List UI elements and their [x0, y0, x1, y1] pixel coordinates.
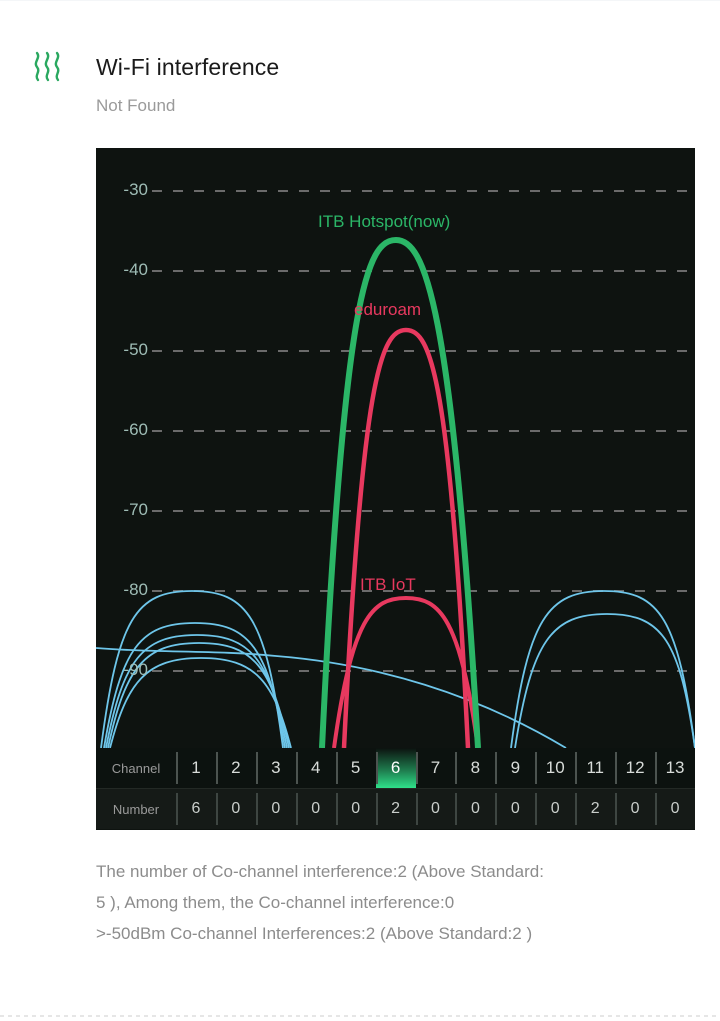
table-row-divider — [96, 788, 695, 789]
series-label-itb-iot: ITB IoT — [360, 575, 416, 594]
wifi-interference-chart[interactable]: -30 -40 -50 -60 -70 -80 -90 ITB Hotspot(… — [96, 148, 695, 830]
number-cell-6: 2 — [375, 789, 416, 829]
number-cell-13: 0 — [655, 789, 695, 829]
y-tick-label: -70 — [123, 500, 148, 519]
y-tick-label: -50 — [123, 340, 148, 359]
channel-cell-10[interactable]: 10 — [535, 748, 575, 788]
header: Wi-Fi interference — [0, 24, 720, 82]
number-cell-4: 0 — [295, 789, 336, 829]
number-cell-8: 0 — [455, 789, 495, 829]
interference-summary: The number of Co-channel interference:2 … — [96, 856, 656, 949]
channel-cell-2[interactable]: 2 — [215, 748, 256, 788]
number-cell-7: 0 — [415, 789, 456, 829]
channel-cell-5[interactable]: 5 — [335, 748, 376, 788]
summary-line-2: 5 ), Among them, the Co-channel interfer… — [96, 893, 455, 912]
channel-cell-9[interactable]: 9 — [495, 748, 535, 788]
bottom-divider — [0, 1015, 720, 1017]
ap-curves-weak-right — [510, 590, 695, 748]
series-label-eduroam: eduroam — [354, 300, 422, 319]
chart-plot-area: -30 -40 -50 -60 -70 -80 -90 ITB Hotspot(… — [96, 148, 695, 748]
status-text: Not Found — [96, 96, 176, 115]
channel-cell-4[interactable]: 4 — [295, 748, 336, 788]
number-cell-1: 6 — [176, 789, 216, 829]
page-title: Wi-Fi interference — [96, 54, 280, 80]
series-curve-eduroam — [341, 327, 471, 748]
table-row-channel: Channel 1 2 3 4 5 6 7 8 9 10 11 12 13 — [96, 748, 695, 788]
row-header-channel: Channel — [111, 760, 161, 776]
row-header-number: Number — [112, 801, 160, 817]
number-cell-2: 0 — [215, 789, 256, 829]
channel-cell-6[interactable]: 6 — [375, 748, 416, 788]
channel-cell-11[interactable]: 11 — [575, 748, 615, 788]
channel-cell-1[interactable]: 1 — [176, 748, 216, 788]
chart-svg — [96, 190, 695, 748]
gridlines — [152, 190, 695, 672]
y-tick-label: -80 — [123, 580, 148, 599]
number-cell-5: 0 — [335, 789, 376, 829]
y-tick-label: -40 — [123, 260, 148, 279]
number-cell-9: 0 — [495, 789, 535, 829]
table-row-number: Number 6 0 0 0 0 2 0 0 0 0 2 0 0 — [96, 789, 695, 829]
series-label-itb-hotspot: ITB Hotspot(now) — [318, 212, 451, 231]
channel-table: Channel 1 2 3 4 5 6 7 8 9 10 11 12 13 Nu… — [96, 748, 695, 830]
summary-line-1: The number of Co-channel interference:2 … — [96, 862, 544, 881]
channel-cell-12[interactable]: 12 — [615, 748, 655, 788]
number-cell-10: 0 — [535, 789, 575, 829]
channel-cell-8[interactable]: 8 — [455, 748, 495, 788]
channel-cell-3[interactable]: 3 — [255, 748, 296, 788]
series-curve-itb-hotspot — [319, 236, 481, 748]
y-tick-label: -60 — [123, 420, 148, 439]
series-curve-itb-iot — [332, 595, 480, 748]
number-cell-12: 0 — [615, 789, 655, 829]
top-hairline — [0, 0, 720, 1]
wifi-wave-icon — [30, 50, 72, 84]
channel-cell-7[interactable]: 7 — [415, 748, 456, 788]
number-cell-3: 0 — [255, 789, 296, 829]
y-tick-label: -30 — [123, 180, 148, 199]
ap-curves-weak — [96, 590, 567, 748]
y-tick-label: -90 — [123, 660, 148, 679]
channel-cell-13[interactable]: 13 — [655, 748, 695, 788]
number-cell-11: 2 — [575, 789, 615, 829]
summary-line-3: >-50dBm Co-channel Interferences:2 (Abov… — [96, 924, 533, 943]
